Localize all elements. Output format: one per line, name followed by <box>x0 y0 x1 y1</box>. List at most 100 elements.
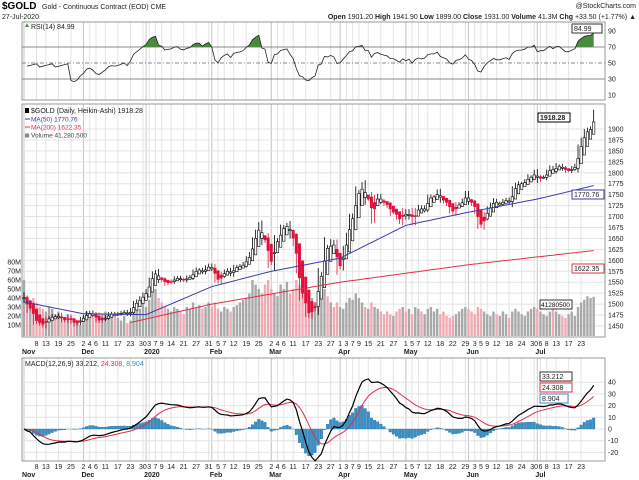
candle-body <box>351 218 355 242</box>
day-tick-label: 3 <box>344 464 348 471</box>
macd-histogram-bar <box>457 428 461 434</box>
volume-bar <box>442 311 445 336</box>
candle-body <box>407 214 411 216</box>
day-tick-label: 9 <box>485 341 489 348</box>
candle-body <box>576 158 580 169</box>
day-tick-label: 13 <box>552 464 560 471</box>
macd-panel <box>21 357 606 462</box>
macd-histogram-bar <box>423 428 427 434</box>
macd-histogram-bar <box>56 428 60 431</box>
day-tick-label: 9 <box>160 464 164 471</box>
high-value: 1941.90 <box>392 14 417 21</box>
day-tick-label: 8 <box>545 341 549 348</box>
volume-bar <box>295 280 298 336</box>
candle-body <box>332 244 336 255</box>
volume-bar <box>326 296 329 336</box>
close-value: 1931.00 <box>484 14 509 21</box>
day-tick-label: 12 <box>424 464 432 471</box>
volume-bar <box>263 284 267 336</box>
candle-body <box>460 202 464 207</box>
candle-body <box>466 197 470 202</box>
candle-body <box>103 317 107 320</box>
up-arrow-icon: ▲ <box>629 14 636 21</box>
ma200-badge-box <box>571 263 605 274</box>
volume-legend-label: Volume 41,280,500 <box>31 133 87 140</box>
low-label: Low <box>420 14 435 21</box>
close-label: Close <box>463 14 482 21</box>
day-tick-label: 1 <box>338 464 342 471</box>
volume-bar <box>113 314 116 336</box>
volume-bar <box>448 317 451 336</box>
volume-bar <box>454 314 458 336</box>
day-tick-label: 2 <box>269 341 273 348</box>
day-tick-label: 29 <box>461 464 469 471</box>
candle-body <box>373 202 377 210</box>
macd-histogram-bar <box>492 428 495 431</box>
candle-body <box>479 209 483 225</box>
day-tick-label: 12 <box>493 341 501 348</box>
candle-body <box>448 200 452 208</box>
macd-histogram-bar <box>229 428 233 433</box>
day-tick-label: 9 <box>160 341 164 348</box>
day-tick-label: 21 <box>377 341 385 348</box>
volume-bar <box>564 317 567 336</box>
day-tick-label: 4 <box>276 464 280 471</box>
volume-bar <box>457 311 461 336</box>
candle-body <box>244 261 248 267</box>
volume-bar <box>88 314 91 336</box>
candle-body <box>557 165 561 171</box>
day-tick-label: 3 <box>473 464 477 471</box>
volume-bar <box>179 311 182 336</box>
macd-line <box>23 378 595 462</box>
day-tick-label: 17 <box>114 341 122 348</box>
day-tick-label: 19 <box>242 341 250 348</box>
day-tick-label: 23 <box>314 341 322 348</box>
candle-body <box>28 300 32 309</box>
day-tick-label: 22 <box>449 341 457 348</box>
volume-bar <box>160 302 163 336</box>
candle-body <box>404 214 408 217</box>
price-panel <box>21 103 606 338</box>
volume-bar <box>76 320 79 336</box>
volume-bar <box>548 311 552 336</box>
volume-legend-icon <box>25 133 29 138</box>
macd-histogram-bar <box>445 428 448 431</box>
volume-bar <box>241 299 245 336</box>
macd-histogram-bar <box>326 423 330 430</box>
macd-histogram-bar <box>398 428 402 439</box>
macd-histogram-bar <box>535 423 539 430</box>
candle-body <box>357 193 361 218</box>
macd-histogram-bar <box>279 427 283 430</box>
macd-histogram-bar <box>147 420 151 430</box>
macd-histogram-bar <box>50 428 54 433</box>
volume-bar <box>404 311 408 336</box>
price-tick-label: 1475 <box>608 313 624 320</box>
volume-bar <box>188 308 192 336</box>
macd-tick-label: 20 <box>608 403 616 410</box>
day-tick-label: 22 <box>449 464 457 471</box>
macd-signal-label: 24.308, <box>101 361 124 368</box>
month-label: Jun <box>466 472 478 479</box>
candle-body <box>35 308 39 321</box>
volume-bar <box>514 308 517 336</box>
macd-histogram-bar <box>160 420 164 430</box>
volume-bar <box>414 307 417 336</box>
macd-histogram-bar <box>94 426 98 430</box>
volume-bar <box>198 305 201 336</box>
candle-body <box>394 208 398 215</box>
day-tick-label: 23 <box>127 341 135 348</box>
candle-body <box>260 232 264 239</box>
macd-badge: 33.212 <box>542 374 564 381</box>
candle-body <box>122 312 126 315</box>
macd-histogram-bar <box>254 421 258 430</box>
candle-body <box>495 202 499 209</box>
macd-histogram-bar <box>88 425 92 430</box>
ma50-badge-box <box>571 189 605 200</box>
volume-bar <box>279 284 282 336</box>
volume-bar <box>529 308 533 336</box>
macd-histogram-bar <box>166 424 170 430</box>
volume-bar <box>144 307 148 336</box>
volume-bar <box>119 320 123 336</box>
macd-histogram-bar <box>460 428 464 433</box>
volume-bar <box>504 314 508 336</box>
